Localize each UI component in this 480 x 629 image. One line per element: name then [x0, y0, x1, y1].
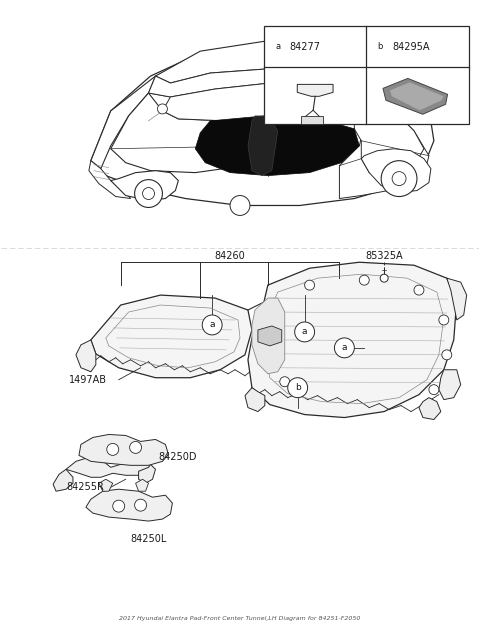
Circle shape	[270, 39, 286, 55]
Text: b: b	[295, 383, 300, 392]
Polygon shape	[354, 73, 414, 109]
Polygon shape	[258, 326, 282, 346]
Text: 85325A: 85325A	[365, 251, 403, 261]
Polygon shape	[136, 479, 148, 491]
Polygon shape	[53, 469, 73, 491]
Polygon shape	[89, 160, 131, 199]
Circle shape	[360, 275, 369, 285]
Circle shape	[380, 274, 388, 282]
Polygon shape	[252, 298, 285, 374]
Circle shape	[280, 377, 290, 387]
Polygon shape	[91, 295, 252, 378]
Polygon shape	[245, 387, 265, 411]
Polygon shape	[248, 116, 278, 175]
Text: 84295A: 84295A	[392, 42, 430, 52]
Text: 1497AB: 1497AB	[69, 375, 107, 385]
Text: a: a	[342, 343, 347, 352]
Circle shape	[202, 315, 222, 335]
Polygon shape	[111, 170, 179, 201]
Circle shape	[439, 315, 449, 325]
Circle shape	[305, 280, 314, 290]
Polygon shape	[76, 340, 96, 372]
Circle shape	[295, 322, 314, 342]
Circle shape	[414, 285, 424, 295]
Circle shape	[335, 338, 354, 358]
Circle shape	[143, 187, 155, 199]
Polygon shape	[79, 435, 168, 465]
Circle shape	[113, 500, 125, 512]
Text: 84250D: 84250D	[158, 452, 197, 462]
Text: 84255R: 84255R	[66, 482, 104, 493]
Circle shape	[134, 180, 162, 208]
Polygon shape	[111, 93, 268, 172]
Text: 84260: 84260	[215, 251, 245, 261]
Polygon shape	[383, 79, 447, 114]
Polygon shape	[139, 464, 156, 483]
Text: a: a	[209, 320, 215, 330]
Polygon shape	[91, 76, 156, 169]
Polygon shape	[148, 69, 270, 97]
Circle shape	[392, 172, 406, 186]
Circle shape	[134, 499, 146, 511]
Circle shape	[157, 104, 168, 114]
Bar	[264, 26, 469, 123]
Circle shape	[107, 443, 119, 455]
Polygon shape	[86, 489, 172, 521]
Polygon shape	[195, 116, 360, 175]
Polygon shape	[66, 457, 151, 477]
Text: a: a	[302, 328, 307, 337]
Polygon shape	[390, 82, 444, 110]
Circle shape	[130, 442, 142, 454]
Text: a: a	[275, 42, 280, 52]
Circle shape	[288, 378, 308, 398]
Circle shape	[372, 39, 388, 55]
Polygon shape	[297, 84, 333, 96]
Polygon shape	[248, 262, 457, 418]
Circle shape	[429, 385, 439, 394]
Polygon shape	[301, 116, 323, 124]
Text: 84250L: 84250L	[131, 534, 167, 544]
Polygon shape	[162, 81, 369, 121]
Text: 2017 Hyundai Elantra Pad-Front Center Tunnel,LH Diagram for 84251-F2050: 2017 Hyundai Elantra Pad-Front Center Tu…	[120, 616, 360, 621]
Circle shape	[442, 350, 452, 360]
Polygon shape	[447, 278, 467, 320]
Circle shape	[381, 160, 417, 196]
Circle shape	[230, 196, 250, 216]
Polygon shape	[91, 43, 434, 206]
Text: b: b	[378, 42, 383, 52]
Circle shape	[257, 340, 267, 350]
Polygon shape	[354, 106, 424, 179]
Polygon shape	[361, 148, 431, 192]
Polygon shape	[419, 398, 441, 420]
Polygon shape	[339, 81, 429, 199]
Polygon shape	[439, 370, 461, 399]
Text: 84277: 84277	[290, 42, 321, 52]
Polygon shape	[156, 42, 414, 96]
Polygon shape	[99, 479, 113, 491]
